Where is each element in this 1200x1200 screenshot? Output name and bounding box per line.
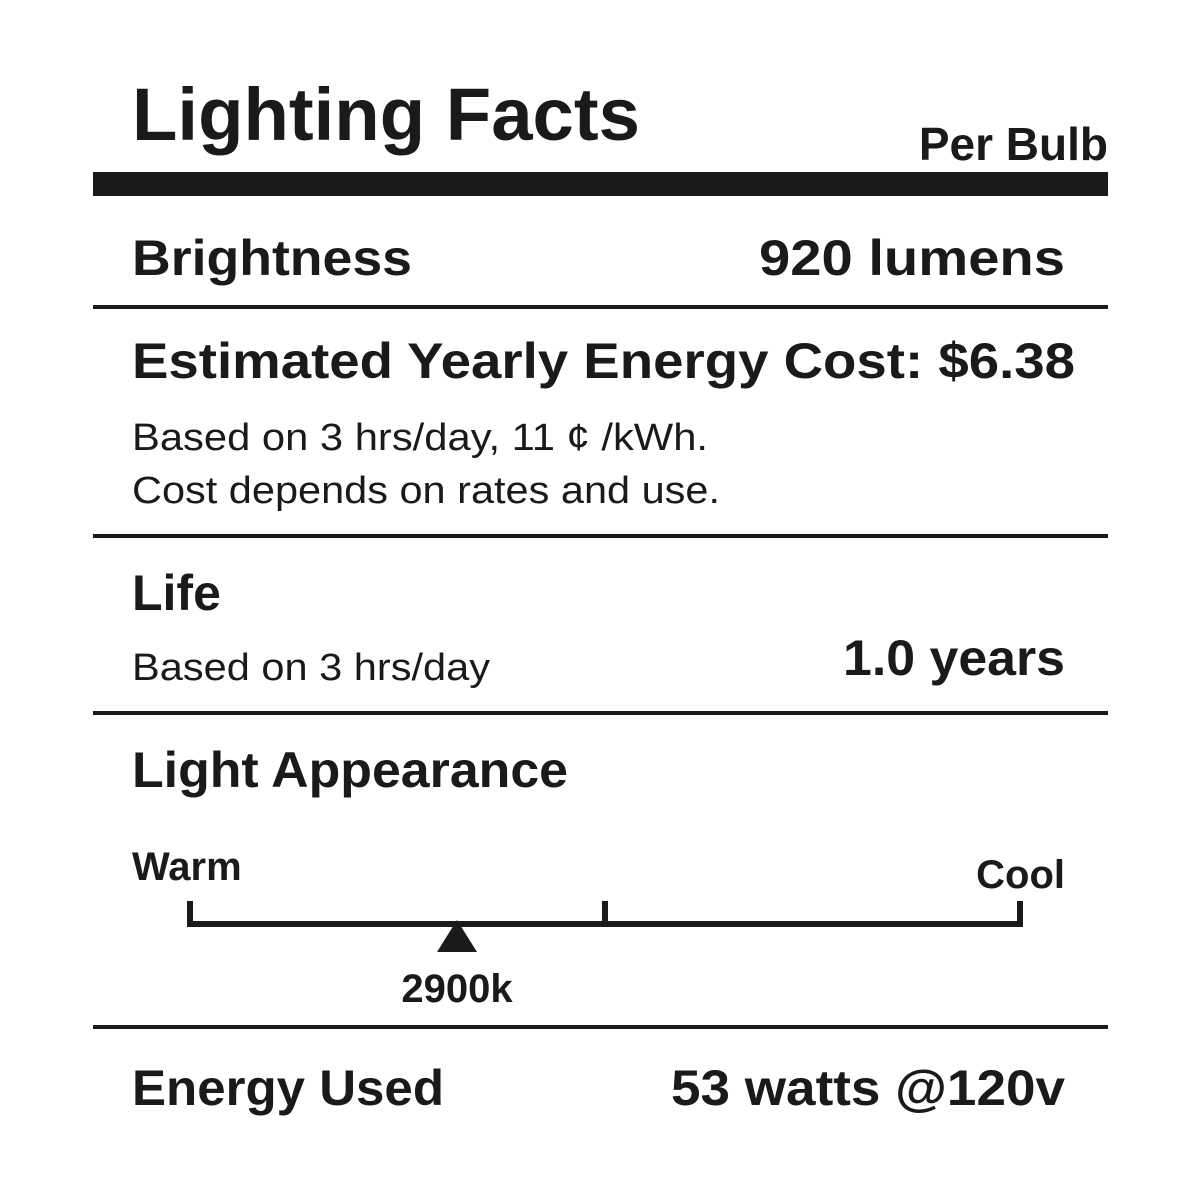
cost-note: Cost depends on rates and use. (132, 470, 720, 512)
cost-note: Based on 3 hrs/day, 11 ¢ /kWh. (132, 417, 708, 459)
warm-label: Warm (132, 845, 242, 889)
subtitle: Per Bulb (919, 118, 1108, 170)
energy-label: Energy Used (132, 1060, 444, 1116)
brightness-value: 920 lumens (759, 230, 1065, 286)
life-label: Life (132, 565, 221, 621)
thick-rule (93, 172, 1108, 196)
title: Lighting Facts (132, 73, 640, 156)
color-scale (187, 901, 1023, 952)
rule (93, 1025, 1108, 1029)
scale-marker (437, 920, 477, 952)
rule (93, 534, 1108, 538)
rule (93, 305, 1108, 309)
energy-value: 53 watts @120v (671, 1060, 1065, 1116)
life-note: Based on 3 hrs/day (132, 647, 490, 689)
appearance-label: Light Appearance (132, 742, 568, 798)
cost-label: Estimated Yearly Energy Cost: $6.38 (132, 333, 1075, 389)
rule (93, 711, 1108, 715)
marker-label: 2900k (401, 967, 513, 1011)
cool-label: Cool (976, 853, 1065, 897)
life-value: 1.0 years (843, 630, 1065, 686)
brightness-label: Brightness (132, 230, 412, 286)
